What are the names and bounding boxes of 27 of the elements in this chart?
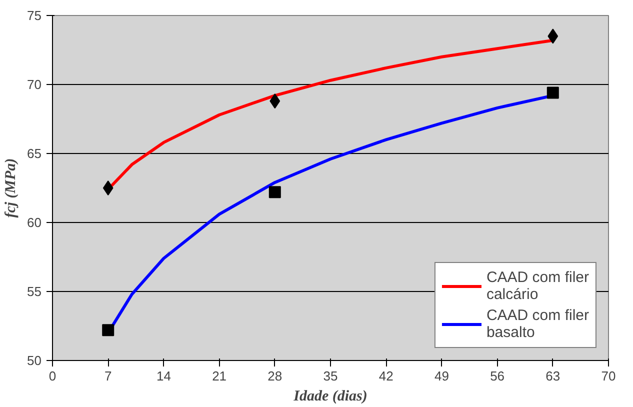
x-tick-label: 7 xyxy=(104,368,112,384)
y-tick-label: 75 xyxy=(27,8,42,23)
point xyxy=(102,180,114,196)
x-tick-label: 14 xyxy=(156,368,171,384)
x-tick-label: 63 xyxy=(546,368,560,384)
legend-label: CAAD com filer calcário xyxy=(486,269,589,303)
x-axis-title: Idade (dias) xyxy=(292,388,368,404)
point xyxy=(546,86,559,99)
x-tick-label: 70 xyxy=(601,368,616,384)
point xyxy=(102,324,114,336)
point xyxy=(268,186,281,198)
y-tick-label: 60 xyxy=(27,215,42,230)
x-tick-label: 49 xyxy=(434,368,449,384)
y-axis-title: fcj (MPa) xyxy=(3,158,20,218)
legend-label: CAAD com filer basalto xyxy=(486,307,589,341)
x-tick-label: 42 xyxy=(378,368,394,384)
x-tick-label: 56 xyxy=(490,368,505,384)
point xyxy=(548,28,558,44)
x-tick-label: 35 xyxy=(323,368,338,384)
y-tick-label: 65 xyxy=(27,146,42,161)
point xyxy=(270,94,280,109)
y-tick-label: 55 xyxy=(27,284,42,299)
x-tick-label: 0 xyxy=(48,368,56,384)
y-tick-label: 70 xyxy=(27,77,42,92)
y-tick-label: 50 xyxy=(27,353,42,368)
x-tick-label: 21 xyxy=(212,368,227,384)
x-tick-label: 28 xyxy=(268,368,282,384)
